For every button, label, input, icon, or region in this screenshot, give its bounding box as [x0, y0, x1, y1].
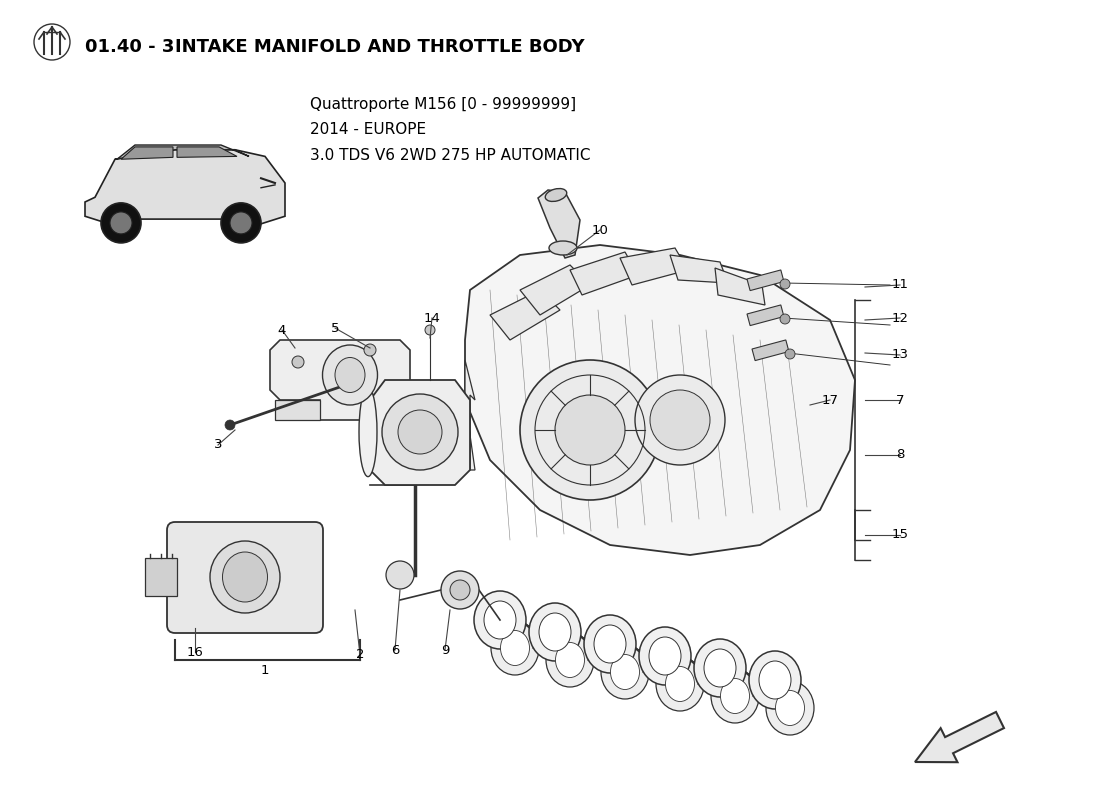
Circle shape — [785, 349, 795, 359]
Polygon shape — [715, 268, 764, 305]
Polygon shape — [116, 145, 249, 159]
Text: 13: 13 — [891, 349, 909, 362]
Ellipse shape — [491, 621, 539, 675]
Ellipse shape — [546, 189, 566, 202]
Ellipse shape — [222, 552, 267, 602]
Ellipse shape — [546, 633, 594, 687]
Text: 2014 - EUROPE: 2014 - EUROPE — [310, 122, 426, 138]
Bar — [747, 305, 784, 326]
Text: 3.0 TDS V6 2WD 275 HP AUTOMATIC: 3.0 TDS V6 2WD 275 HP AUTOMATIC — [310, 147, 591, 162]
Circle shape — [364, 344, 376, 356]
Polygon shape — [270, 340, 410, 420]
Ellipse shape — [704, 649, 736, 687]
Text: 16: 16 — [187, 646, 204, 658]
Circle shape — [425, 325, 435, 335]
Ellipse shape — [694, 639, 746, 697]
Text: 6: 6 — [390, 643, 399, 657]
Text: 7: 7 — [895, 394, 904, 406]
Ellipse shape — [656, 657, 704, 711]
Ellipse shape — [336, 358, 365, 393]
Ellipse shape — [601, 645, 649, 699]
Circle shape — [230, 212, 252, 234]
Circle shape — [382, 394, 458, 470]
Text: 4: 4 — [278, 323, 286, 337]
Bar — [752, 340, 789, 361]
Polygon shape — [121, 147, 173, 159]
Ellipse shape — [500, 630, 529, 666]
Text: 01.40 - 3: 01.40 - 3 — [85, 38, 175, 56]
Text: 1: 1 — [261, 663, 270, 677]
Text: 5: 5 — [331, 322, 339, 334]
Ellipse shape — [749, 651, 801, 709]
Text: 8: 8 — [895, 449, 904, 462]
Ellipse shape — [766, 681, 814, 735]
Ellipse shape — [594, 625, 626, 663]
Ellipse shape — [666, 666, 694, 702]
Text: 15: 15 — [891, 529, 909, 542]
Ellipse shape — [529, 603, 581, 661]
Text: 9: 9 — [441, 643, 449, 657]
Polygon shape — [538, 190, 580, 258]
Circle shape — [780, 279, 790, 289]
Ellipse shape — [549, 241, 578, 255]
Polygon shape — [370, 380, 470, 485]
FancyArrow shape — [915, 712, 1004, 762]
Ellipse shape — [210, 541, 280, 613]
Bar — [145, 558, 177, 596]
Ellipse shape — [720, 678, 749, 714]
Polygon shape — [465, 245, 855, 555]
Text: 2: 2 — [355, 649, 364, 662]
Circle shape — [221, 203, 261, 243]
Circle shape — [101, 203, 141, 243]
Ellipse shape — [484, 601, 516, 639]
Text: 12: 12 — [891, 311, 909, 325]
Ellipse shape — [556, 642, 584, 678]
Text: 3: 3 — [213, 438, 222, 451]
Ellipse shape — [639, 627, 691, 685]
Circle shape — [556, 395, 625, 465]
Ellipse shape — [759, 661, 791, 699]
Ellipse shape — [386, 561, 414, 589]
Circle shape — [520, 360, 660, 500]
Polygon shape — [465, 360, 475, 470]
Ellipse shape — [441, 571, 478, 609]
Ellipse shape — [450, 580, 470, 600]
Ellipse shape — [474, 591, 526, 649]
Text: 14: 14 — [424, 311, 440, 325]
Circle shape — [780, 314, 790, 324]
Ellipse shape — [610, 654, 639, 690]
Circle shape — [226, 420, 235, 430]
Circle shape — [398, 410, 442, 454]
Text: 17: 17 — [822, 394, 838, 406]
Ellipse shape — [322, 345, 377, 405]
Circle shape — [292, 356, 304, 368]
Ellipse shape — [776, 690, 804, 726]
Polygon shape — [670, 255, 728, 283]
Circle shape — [650, 390, 710, 450]
Circle shape — [635, 375, 725, 465]
Bar — [747, 270, 784, 290]
Ellipse shape — [359, 387, 377, 477]
Text: 10: 10 — [592, 223, 608, 237]
Polygon shape — [85, 150, 285, 226]
FancyBboxPatch shape — [167, 522, 323, 633]
Text: 11: 11 — [891, 278, 909, 291]
Polygon shape — [570, 252, 638, 295]
Ellipse shape — [584, 615, 636, 673]
Text: Quattroporte M156 [0 - 99999999]: Quattroporte M156 [0 - 99999999] — [310, 98, 576, 113]
Ellipse shape — [711, 669, 759, 723]
Ellipse shape — [649, 637, 681, 675]
Polygon shape — [275, 400, 320, 420]
Text: INTAKE MANIFOLD AND THROTTLE BODY: INTAKE MANIFOLD AND THROTTLE BODY — [175, 38, 584, 56]
Polygon shape — [490, 290, 560, 340]
Polygon shape — [177, 147, 236, 158]
Polygon shape — [620, 248, 688, 285]
Ellipse shape — [539, 613, 571, 651]
Circle shape — [110, 212, 132, 234]
Polygon shape — [520, 265, 590, 315]
